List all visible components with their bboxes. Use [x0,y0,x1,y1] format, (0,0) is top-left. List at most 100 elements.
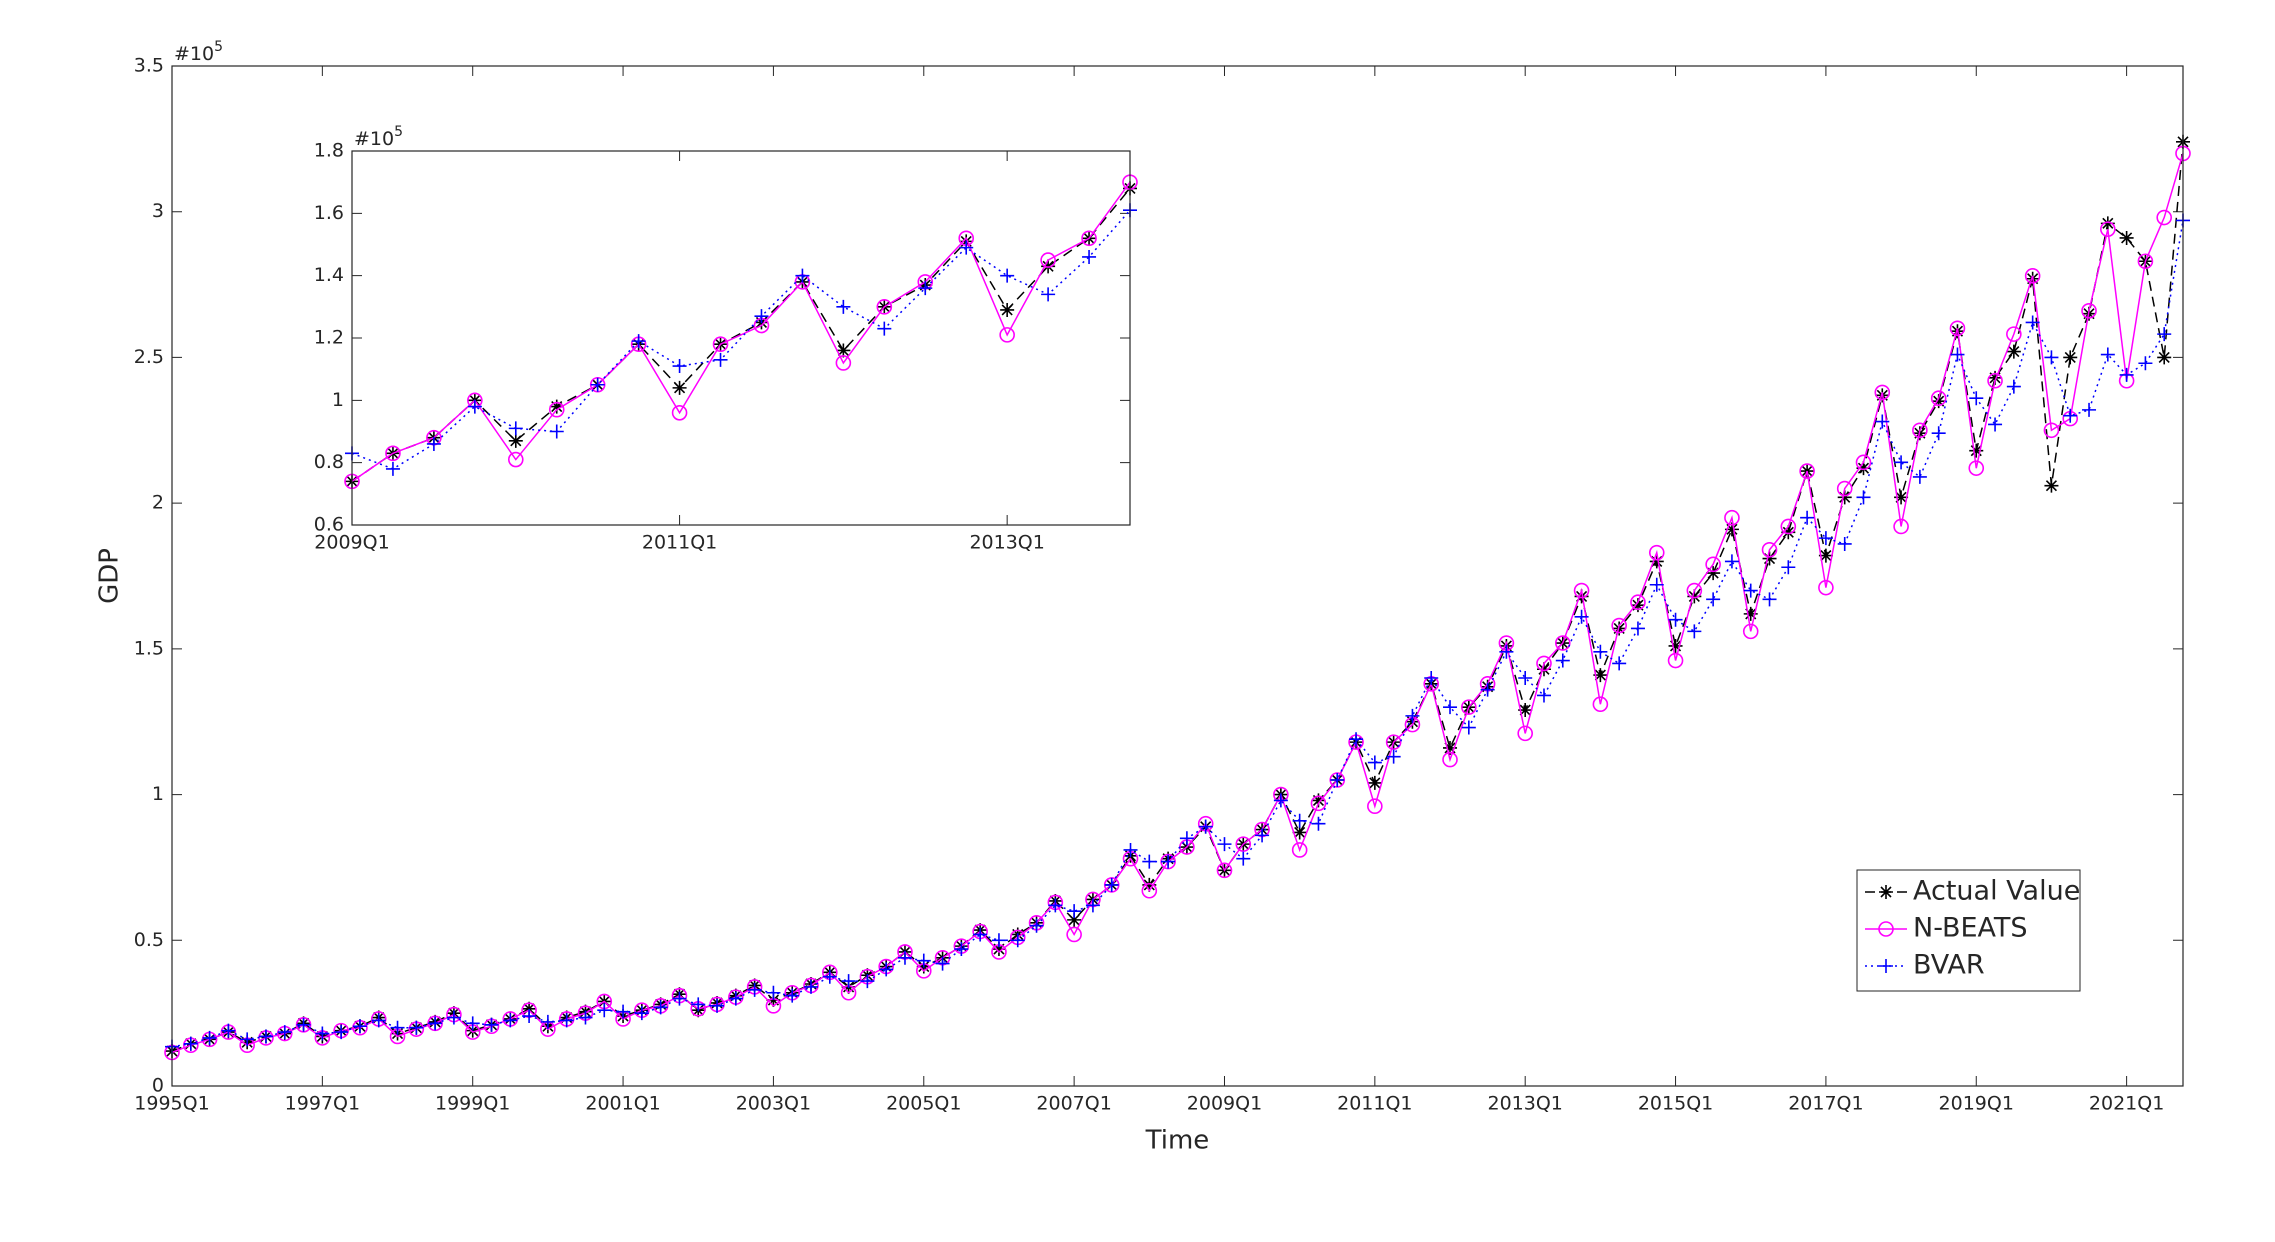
marker [1968,460,1985,476]
marker [1988,370,2003,385]
marker [1743,606,1758,621]
marker [1706,592,1721,607]
legend-label: Actual Value [1913,876,2080,907]
marker [1969,391,1984,406]
marker [1000,268,1015,283]
marker [991,942,1006,957]
marker [1667,652,1684,669]
axes-box [171,65,2184,1087]
marker [1781,525,1796,540]
marker [1780,518,1797,535]
y-tick-label: 3 [152,200,164,222]
marker [1405,708,1420,723]
marker [1818,531,1833,546]
marker [918,281,933,296]
marker [1706,566,1721,581]
y-axis-label: GDP [95,548,125,604]
marker [465,1023,480,1038]
marker [1988,417,2003,432]
marker [672,359,687,374]
y-tick-label: 2.5 [134,346,164,368]
x-tick-label: 2013Q1 [969,532,1044,554]
x-tick-label: 2011Q1 [1337,1093,1412,1115]
marker [1969,443,1984,458]
marker [1836,480,1853,497]
marker [713,352,728,367]
marker [973,927,988,942]
y-multiplier: #105 [354,124,403,150]
y-tick-label: 1.4 [314,264,344,286]
x-tick-label: 2017Q1 [1788,1093,1863,1115]
marker [1292,813,1307,828]
marker [2063,408,2078,423]
x-tick-label: 2003Q1 [736,1093,811,1115]
marker [634,1006,649,1021]
marker [522,1009,537,1024]
marker [1123,842,1138,857]
marker [1705,556,1721,573]
y-tick-label: 0.5 [134,929,164,951]
marker [1480,682,1495,697]
marker [2119,367,2134,382]
marker [835,355,852,371]
marker [1649,577,1664,592]
marker [2119,230,2134,245]
marker [296,1017,311,1032]
marker [1000,302,1015,317]
marker [766,993,781,1008]
marker [1573,582,1590,599]
marker [409,1020,424,1035]
marker [671,404,688,421]
marker [578,1010,593,1025]
marker [385,461,400,476]
marker [1367,755,1382,770]
marker [508,421,523,436]
marker [616,1004,631,1019]
marker [334,1025,349,1040]
x-tick-label: 2001Q1 [585,1093,660,1115]
marker [1292,825,1307,840]
marker [2157,327,2172,342]
marker [1518,671,1533,685]
marker [2063,350,2078,365]
marker [653,1000,668,1015]
marker [999,327,1015,343]
marker [1040,252,1056,268]
marker [1800,510,1815,525]
marker [1141,882,1158,899]
marker [1461,699,1477,715]
marker [1574,609,1589,624]
marker [1611,617,1627,634]
x-tick-label: 2005Q1 [886,1093,961,1115]
marker [1668,638,1683,653]
y-multiplier: #105 [174,39,223,65]
marker [2043,422,2060,439]
marker [795,268,810,283]
y-tick-label: 0.8 [314,451,344,473]
axes-box [351,150,1131,526]
y-tick-label: 1 [332,389,344,411]
legend-label: BVAR [1913,950,1985,981]
x-tick-label: 2009Q1 [1187,1093,1262,1115]
y-multiplier-base: #10 [354,128,394,150]
marker [1874,384,1891,401]
marker [1179,831,1194,846]
marker [1443,740,1458,755]
marker [1067,904,1082,919]
marker [1330,773,1345,787]
marker [841,974,856,989]
marker [1837,490,1852,505]
marker [503,1013,518,1028]
y-tick-label: 1.5 [134,637,164,659]
marker [221,1023,236,1038]
marker [1574,589,1589,604]
marker [2044,350,2059,365]
marker [747,982,762,997]
marker [1724,509,1740,526]
marker [1517,725,1533,742]
marker [508,433,523,448]
legend: Actual Value N-BEATS BVAR [1856,869,2081,992]
marker [1461,720,1476,735]
marker [2100,347,2115,362]
